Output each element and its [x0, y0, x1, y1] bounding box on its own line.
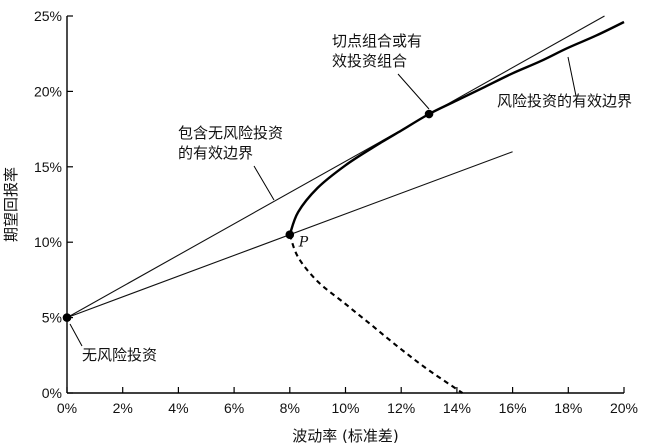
line-series-1 [66, 15, 605, 319]
x-tick-label: 10% [331, 400, 359, 416]
x-tick-label: 8% [280, 400, 300, 416]
x-tick-label: 16% [499, 400, 527, 416]
annotation-3-line-2: 的有效边界 [178, 144, 253, 162]
annotation-4-line-1: 无风险投资 [82, 346, 157, 364]
axes [66, 16, 624, 394]
x-tick-label: 4% [168, 400, 188, 416]
point-label: P [298, 235, 309, 251]
data-point-2 [285, 230, 295, 239]
series-group [66, 15, 625, 394]
x-tick-labels: 0% 2% 4% 6% 8% 10% 12% 14% 16% 18% 20% [57, 387, 638, 416]
efficient-frontier-curve [288, 20, 625, 236]
x-axis-title: 波动率 (标准差) [292, 427, 398, 445]
data-point-1 [62, 313, 72, 322]
annotation-3-line-1: 包含无风险投资 [178, 124, 283, 142]
y-tick-label: 0% [42, 385, 62, 401]
inefficient-frontier-dashed [288, 234, 464, 394]
y-tick-label: 10% [34, 234, 62, 250]
y-tick-label: 15% [34, 159, 62, 175]
x-tick-label: 0% [57, 400, 77, 416]
annotation-2-line-1: 风险投资的有效边界 [497, 92, 632, 110]
x-tick-label: 20% [610, 400, 638, 416]
y-axis-title: 期望回报率 [2, 167, 20, 242]
annotation-1-line-2: 效投资组合 [332, 52, 407, 70]
points-group: P [62, 109, 434, 322]
leader-line-2 [567, 56, 577, 97]
y-tick-label: 25% [34, 8, 62, 24]
x-tick-label: 18% [554, 400, 582, 416]
data-point-3 [424, 109, 434, 119]
annotation-leader-lines [69, 56, 577, 347]
x-tick-label: 2% [113, 400, 133, 416]
y-tick-label: 20% [34, 83, 62, 99]
leader-line-1 [397, 73, 430, 110]
annotation-1-line-1: 切点组合或有 [332, 32, 422, 50]
x-tick-label: 14% [443, 400, 471, 416]
leader-line-3 [253, 165, 275, 201]
leader-line-4 [69, 323, 83, 347]
x-tick-label: 6% [224, 400, 244, 416]
y-tick-label: 5% [42, 310, 62, 326]
y-tick-labels: 0% 5% 10% 15% 20% 25% [34, 8, 73, 401]
x-tick-label: 12% [387, 400, 415, 416]
